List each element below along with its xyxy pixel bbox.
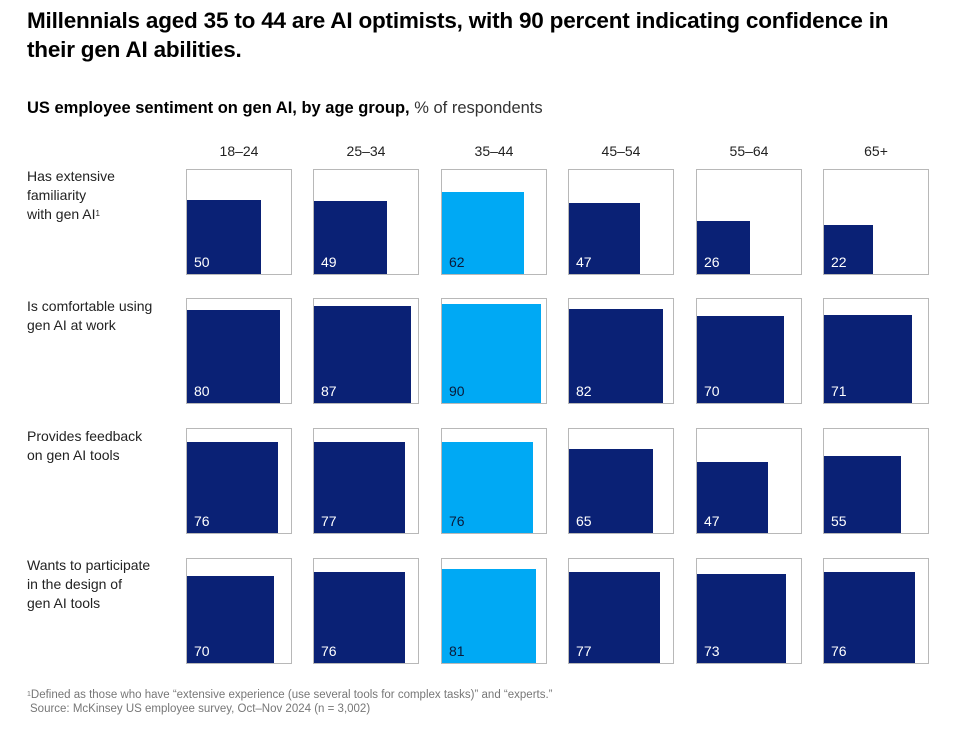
data-label: 49 xyxy=(321,254,337,270)
chart-cell: 62 xyxy=(441,169,547,275)
row-label: Is comfortable using gen AI at work xyxy=(27,298,153,333)
column-label: 55–64 xyxy=(729,143,769,159)
chart-subtitle: US employee sentiment on gen AI, by age … xyxy=(27,97,543,119)
footnote-marker: 1 xyxy=(95,209,100,218)
value-square xyxy=(314,306,411,403)
value-square xyxy=(442,304,541,403)
value-square xyxy=(697,221,750,274)
chart-cell: 65 xyxy=(568,428,674,534)
value-square xyxy=(697,462,768,533)
data-label: 77 xyxy=(321,513,337,529)
value-square xyxy=(442,192,524,274)
data-label: 80 xyxy=(194,383,210,399)
data-label: 47 xyxy=(576,254,592,270)
value-square xyxy=(824,225,873,274)
data-label: 76 xyxy=(449,513,465,529)
value-square xyxy=(314,572,405,663)
data-label: 71 xyxy=(831,383,847,399)
chart-cell: 26 xyxy=(696,169,802,275)
footnote-marker: 1 xyxy=(27,691,31,698)
data-label: 76 xyxy=(194,513,210,529)
chart-cell: 80 xyxy=(186,298,292,404)
subtitle-unit: % of respondents xyxy=(414,99,543,117)
chart-cell: 76 xyxy=(441,428,547,534)
chart-cell: 76 xyxy=(313,558,419,664)
data-label: 62 xyxy=(449,254,465,270)
data-label: 70 xyxy=(704,383,720,399)
value-square xyxy=(314,442,405,533)
chart-cell: 87 xyxy=(313,298,419,404)
value-square xyxy=(697,316,784,403)
chart-cell: 47 xyxy=(568,169,674,275)
value-square xyxy=(824,572,915,663)
column-label: 35–44 xyxy=(474,143,514,159)
data-label: 77 xyxy=(576,643,592,659)
column-label: 45–54 xyxy=(601,143,641,159)
value-square xyxy=(187,576,274,663)
column-label: 65+ xyxy=(864,143,888,159)
value-square xyxy=(824,315,912,403)
data-label: 22 xyxy=(831,254,847,270)
data-label: 76 xyxy=(321,643,337,659)
value-square xyxy=(442,442,533,533)
data-label: 73 xyxy=(704,643,720,659)
footnote-1: 1Defined as those who have “extensive ex… xyxy=(27,688,553,702)
chart-cell: 49 xyxy=(313,169,419,275)
chart-cell: 55 xyxy=(823,428,929,534)
data-label: 50 xyxy=(194,254,210,270)
data-label: 65 xyxy=(576,513,592,529)
chart-cell: 81 xyxy=(441,558,547,664)
chart-cell: 70 xyxy=(696,298,802,404)
value-square xyxy=(187,200,261,274)
value-square xyxy=(442,569,536,663)
chart-cell: 70 xyxy=(186,558,292,664)
column-label: 18–24 xyxy=(219,143,259,159)
source-note: Source: McKinsey US employee survey, Oct… xyxy=(30,703,371,715)
chart-cell: 71 xyxy=(823,298,929,404)
data-label: 47 xyxy=(704,513,720,529)
chart-cell: 82 xyxy=(568,298,674,404)
data-label: 26 xyxy=(704,254,720,270)
value-square xyxy=(187,442,278,533)
footnotes: 1Defined as those who have “extensive ex… xyxy=(27,688,553,716)
chart-cell: 90 xyxy=(441,298,547,404)
row-label: Wants to participate in the design of gen … xyxy=(27,557,151,611)
data-label: 55 xyxy=(831,513,847,529)
subtitle-main: US employee sentiment on gen AI, by age … xyxy=(27,99,410,117)
chart-cell: 76 xyxy=(186,428,292,534)
data-label: 82 xyxy=(576,383,592,399)
chart-cell: 77 xyxy=(568,558,674,664)
footnote-text: Defined as those who have “extensive exp… xyxy=(30,689,553,701)
chart-cell: 73 xyxy=(696,558,802,664)
chart-cell: 22 xyxy=(823,169,929,275)
value-square xyxy=(187,310,280,403)
row-label: Provides feedback on gen AI tools xyxy=(27,428,143,463)
value-square xyxy=(569,203,640,274)
chart-title: Millennials aged 35 to 44 are AI optimis… xyxy=(27,8,889,62)
data-label: 81 xyxy=(449,643,465,659)
chart-cell: 77 xyxy=(313,428,419,534)
data-label: 90 xyxy=(449,383,465,399)
data-label: 70 xyxy=(194,643,210,659)
data-label: 76 xyxy=(831,643,847,659)
data-label: 87 xyxy=(321,383,337,399)
value-square xyxy=(569,309,663,403)
value-square xyxy=(314,201,387,274)
value-square xyxy=(569,449,653,533)
value-square xyxy=(697,574,786,663)
column-label: 25–34 xyxy=(346,143,386,159)
chart-cell: 76 xyxy=(823,558,929,664)
chart-cell: 47 xyxy=(696,428,802,534)
value-square xyxy=(569,572,660,663)
value-square xyxy=(824,456,901,533)
chart-cell: 50 xyxy=(186,169,292,275)
row-label: Has extensive familiarity with gen AI1 xyxy=(27,168,115,222)
